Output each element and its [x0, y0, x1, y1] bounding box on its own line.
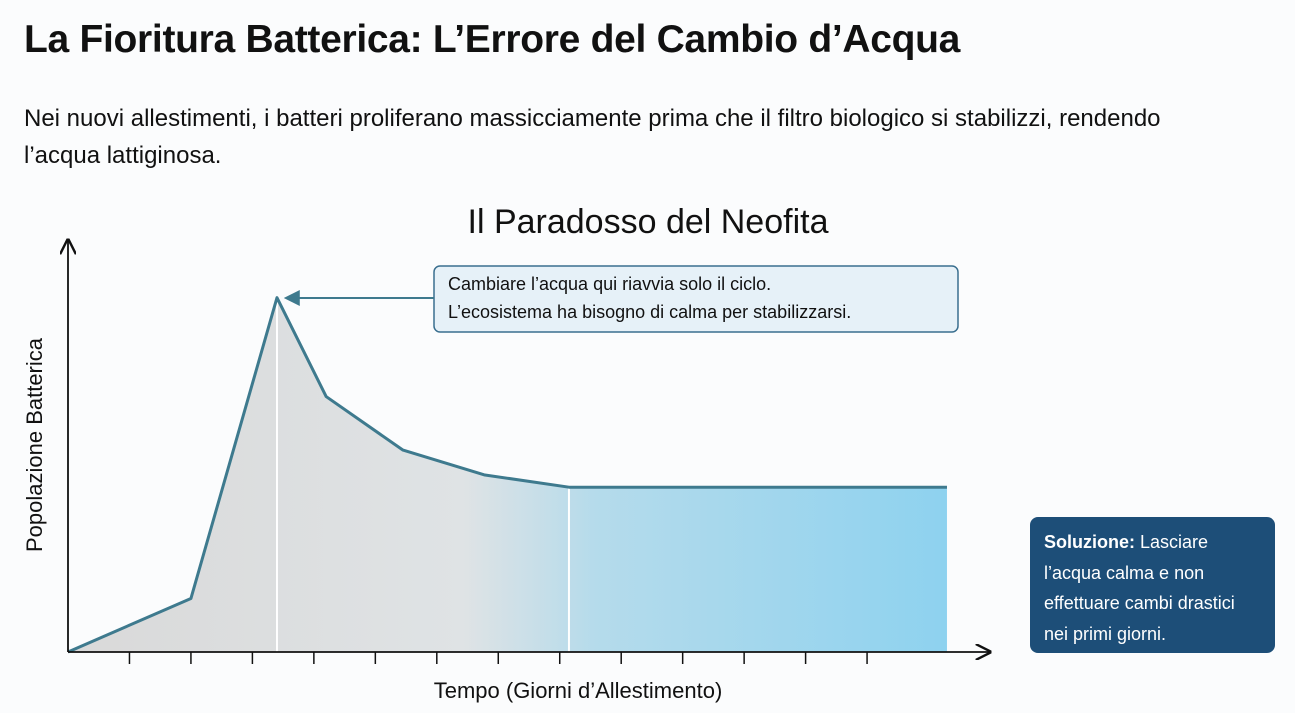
solution-box: Soluzione: Lasciare l’acqua calma e non …	[1030, 517, 1275, 653]
annotation-line: L’ecosistema ha bisogno di calma per sta…	[448, 302, 851, 322]
solution-text: Lasciare l’acqua calma e non effettuare …	[1044, 532, 1235, 644]
y-axis-label: Popolazione Batterica	[22, 337, 47, 552]
chart-title: Il Paradosso del Neofita	[468, 203, 829, 241]
page-title: La Fioritura Batterica: L’Errore del Cam…	[24, 18, 961, 61]
plot	[67, 296, 947, 654]
solution-label: Soluzione:	[1044, 532, 1135, 552]
area-fill	[68, 297, 947, 652]
description: Nei nuovi allestimenti, i batteri prolif…	[24, 105, 1161, 169]
annotation-line: Cambiare l’acqua qui riavvia solo il cic…	[448, 274, 771, 294]
x-axis-label: Tempo (Giorni d’Allestimento)	[434, 678, 723, 703]
area-line	[67, 296, 947, 654]
